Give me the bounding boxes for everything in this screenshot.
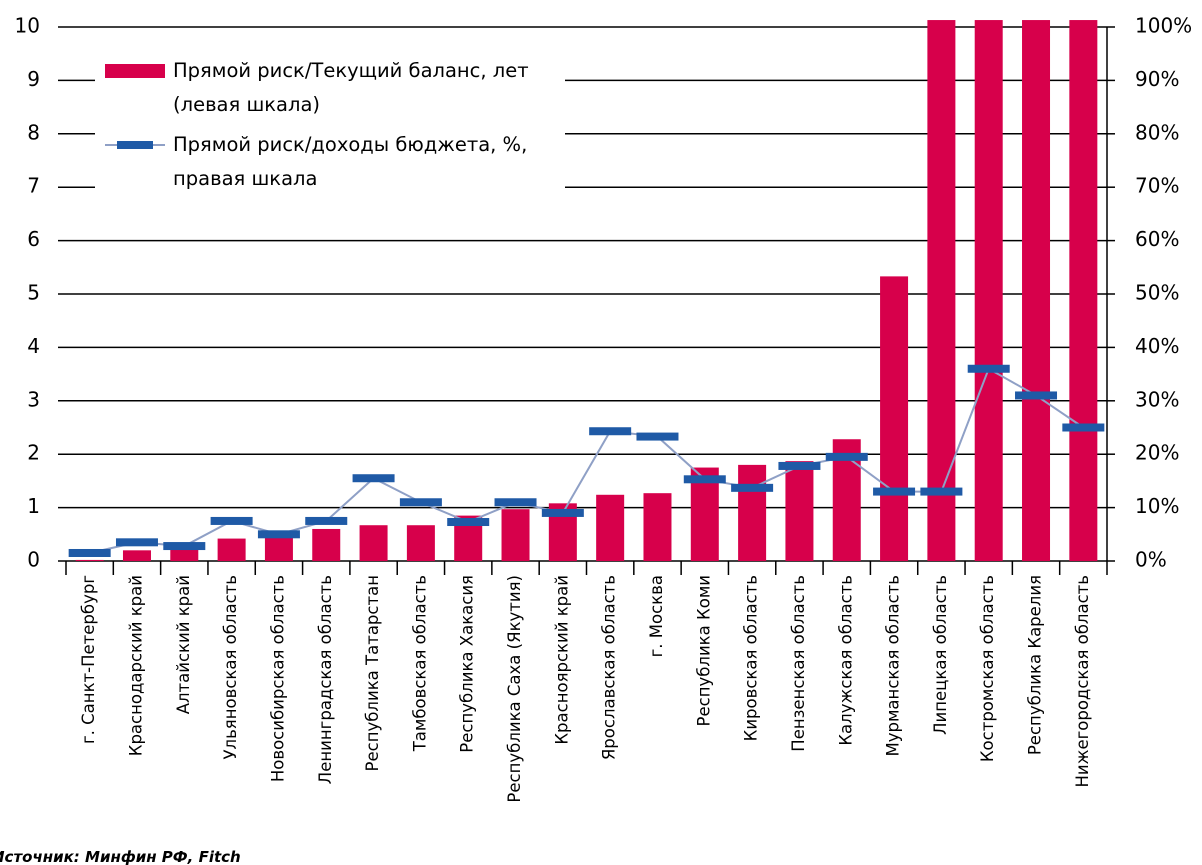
- y2-tick-label: 40%: [1135, 334, 1179, 358]
- y-tick-label: 9: [27, 67, 40, 91]
- line-marker: [68, 548, 111, 557]
- y2-tick-label: 100%: [1135, 14, 1192, 38]
- bar: [406, 525, 435, 561]
- line-marker: [825, 452, 868, 461]
- bar: [927, 20, 956, 562]
- x-tick-label: Ленинградская область: [316, 575, 335, 784]
- line-marker: [967, 364, 1010, 373]
- y2-tick-label: 30%: [1135, 387, 1179, 411]
- y-tick-label: 7: [27, 174, 40, 198]
- line-marker: [731, 483, 774, 492]
- line-marker: [589, 427, 632, 436]
- x-tick-label: Костромская область: [978, 575, 997, 762]
- x-tick-label: Липецкая область: [931, 575, 950, 735]
- line-marker: [115, 538, 158, 547]
- line-marker: [683, 475, 726, 484]
- line-marker: [447, 518, 490, 527]
- x-tick-label: Кировская область: [742, 575, 761, 741]
- bar: [264, 534, 293, 561]
- line-marker: [210, 516, 253, 525]
- x-tick-label: Республика Коми: [694, 575, 713, 726]
- line-marker: [873, 487, 916, 496]
- line-marker: [1062, 423, 1105, 432]
- x-tick-label: г. Санкт-Петербург: [79, 575, 98, 744]
- legend-swatch: [105, 141, 165, 149]
- y2-tick-label: 50%: [1135, 281, 1179, 305]
- legend: Прямой риск/Текущий баланс, лет (левая ш…: [95, 44, 565, 206]
- y-tick-label: 4: [27, 334, 40, 358]
- bar: [596, 494, 625, 561]
- x-tick-label: Новосибирская область: [268, 575, 287, 782]
- x-tick-label: Республика Хакасия: [458, 575, 477, 753]
- x-tick-label: Республика Татарстан: [363, 575, 382, 771]
- bar: [122, 550, 151, 561]
- y-tick-label: 2: [27, 441, 40, 465]
- bar: [1022, 20, 1051, 562]
- y-tick-label: 6: [27, 227, 40, 251]
- x-tick-label: Республика Саха (Якутия): [505, 575, 524, 803]
- bar: [974, 20, 1003, 562]
- bar: [501, 509, 530, 561]
- x-tick-label: Мурманская область: [884, 575, 903, 756]
- bar: [785, 461, 814, 561]
- line-marker: [163, 542, 206, 551]
- y-tick-label: 3: [27, 387, 40, 411]
- y-tick-label: 8: [27, 120, 40, 144]
- legend-swatch: [105, 64, 165, 78]
- x-tick-label: Ульяновская область: [221, 575, 240, 760]
- y-tick-label: 10: [15, 14, 40, 38]
- legend-marker: [117, 141, 153, 149]
- bar: [217, 538, 246, 561]
- line-marker: [305, 516, 348, 525]
- legend-label: Прямой риск/Текущий баланс, лет (левая ш…: [173, 59, 529, 116]
- line-marker: [1015, 391, 1058, 400]
- x-tick-label: Калужская область: [836, 575, 855, 746]
- line-marker: [257, 530, 300, 539]
- y-tick-label: 0: [27, 548, 40, 572]
- line-marker: [494, 498, 537, 507]
- legend-label: Прямой риск/доходы бюджета, %, правая шк…: [173, 133, 528, 190]
- source-note: Источник: Минфин РФ, Fitch: [0, 848, 241, 865]
- bar: [738, 464, 767, 561]
- bar: [643, 493, 672, 561]
- y2-tick-label: 20%: [1135, 441, 1179, 465]
- bar: [170, 547, 199, 561]
- legend-item: Прямой риск/Текущий баланс, лет (левая ш…: [105, 54, 565, 122]
- legend-item: Прямой риск/доходы бюджета, %, правая шк…: [105, 128, 565, 196]
- y2-tick-label: 90%: [1135, 67, 1179, 91]
- x-tick-label: Пензенская область: [789, 575, 808, 752]
- y2-tick-label: 10%: [1135, 494, 1179, 518]
- bar: [1069, 20, 1098, 562]
- bar: [359, 525, 388, 561]
- y-tick-label: 5: [27, 281, 40, 305]
- y-tick-label: 1: [27, 494, 40, 518]
- y2-tick-label: 80%: [1135, 120, 1179, 144]
- x-tick-label: Алтайский край: [174, 575, 193, 714]
- x-tick-label: Ярославская область: [600, 575, 619, 760]
- line-marker: [636, 432, 679, 441]
- line-marker: [778, 461, 821, 470]
- y2-tick-label: 70%: [1135, 174, 1179, 198]
- line-marker: [399, 498, 442, 507]
- y2-tick-label: 0%: [1135, 548, 1167, 572]
- x-tick-label: г. Москва: [647, 575, 666, 657]
- line-marker: [541, 508, 584, 517]
- x-tick-label: Краснодарский край: [126, 575, 145, 756]
- bar: [75, 559, 104, 561]
- bar: [880, 276, 909, 561]
- bar: [312, 528, 341, 561]
- x-tick-label: Красноярский край: [552, 575, 571, 745]
- x-tick-label: Тамбовская область: [410, 575, 429, 752]
- x-tick-label: Нижегородская область: [1073, 575, 1092, 788]
- line-marker: [352, 474, 395, 483]
- y2-tick-label: 60%: [1135, 227, 1179, 251]
- line-marker: [920, 487, 963, 496]
- x-tick-label: Республика Карелия: [1026, 575, 1045, 755]
- line-series: [89, 367, 1084, 554]
